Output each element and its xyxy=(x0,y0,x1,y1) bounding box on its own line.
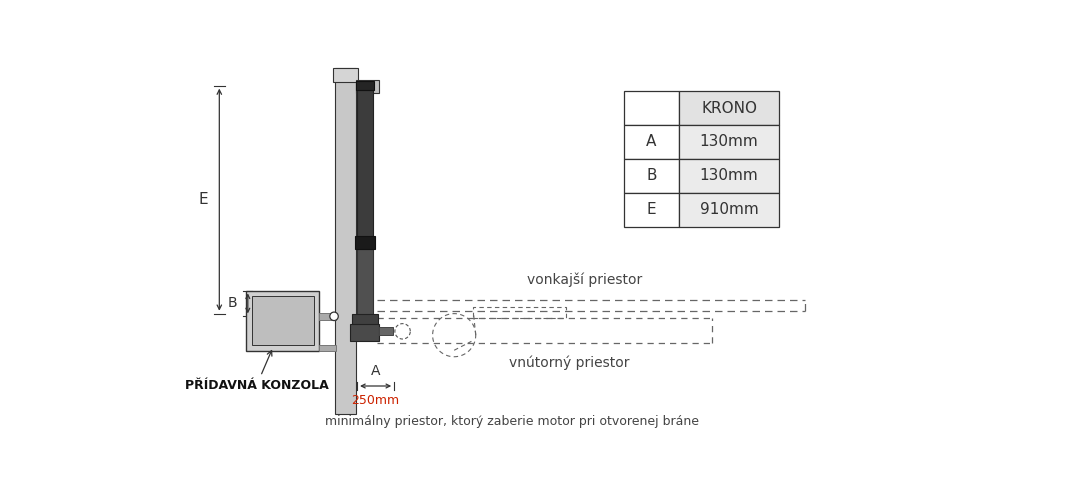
Text: 130mm: 130mm xyxy=(699,134,758,149)
Text: 130mm: 130mm xyxy=(699,168,758,184)
Bar xyxy=(332,68,358,82)
Text: PŘÍDAVNÁ KONZOLA: PŘÍDAVNÁ KONZOLA xyxy=(185,351,328,392)
Text: vonkajší priestor: vonkajší priestor xyxy=(528,273,643,288)
Text: B: B xyxy=(646,168,657,184)
Bar xyxy=(623,125,679,159)
Bar xyxy=(379,327,393,335)
Bar xyxy=(355,236,375,249)
Bar xyxy=(679,125,779,159)
Bar xyxy=(252,296,314,345)
Bar xyxy=(355,79,379,93)
Text: minimálny priestor, ktorý zaberie motor pri otvorenej bráne: minimálny priestor, ktorý zaberie motor … xyxy=(325,415,699,428)
Bar xyxy=(357,249,372,317)
Text: 910mm: 910mm xyxy=(699,202,758,217)
Bar xyxy=(357,90,372,238)
Bar xyxy=(623,159,679,193)
Bar xyxy=(247,291,319,351)
Bar xyxy=(319,345,336,351)
Text: E: E xyxy=(646,202,656,217)
Text: vnútorný priestor: vnútorný priestor xyxy=(509,355,630,370)
Text: 250mm: 250mm xyxy=(352,394,400,407)
Circle shape xyxy=(330,312,338,320)
Bar xyxy=(350,324,379,341)
Bar xyxy=(679,91,779,125)
Bar xyxy=(679,193,779,227)
Bar xyxy=(679,159,779,193)
Text: KRONO: KRONO xyxy=(702,101,757,116)
Text: A: A xyxy=(646,134,656,149)
Text: E: E xyxy=(198,192,207,207)
Text: A: A xyxy=(371,364,380,378)
Bar xyxy=(623,193,679,227)
Text: B: B xyxy=(227,297,237,310)
Bar xyxy=(319,313,336,320)
Bar xyxy=(352,313,378,327)
Bar xyxy=(334,68,355,415)
Bar xyxy=(355,81,374,90)
Bar xyxy=(623,91,679,125)
